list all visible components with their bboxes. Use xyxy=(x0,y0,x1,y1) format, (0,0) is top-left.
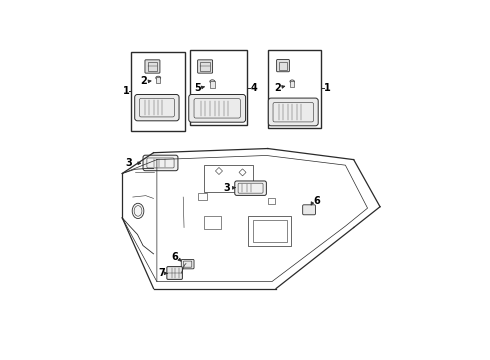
Text: 1: 1 xyxy=(324,82,330,93)
FancyBboxPatch shape xyxy=(277,59,290,72)
Ellipse shape xyxy=(156,76,161,80)
Ellipse shape xyxy=(290,80,294,83)
Bar xyxy=(268,50,321,128)
FancyBboxPatch shape xyxy=(269,98,318,126)
FancyBboxPatch shape xyxy=(143,155,178,171)
Text: 2: 2 xyxy=(141,76,147,86)
Bar xyxy=(204,165,252,192)
Ellipse shape xyxy=(210,80,215,83)
Bar xyxy=(253,220,287,242)
Text: 6: 6 xyxy=(314,196,320,206)
FancyBboxPatch shape xyxy=(235,181,267,195)
Bar xyxy=(268,198,275,204)
Bar xyxy=(290,81,294,87)
Text: 6: 6 xyxy=(171,252,178,262)
Bar xyxy=(248,216,292,246)
Bar xyxy=(190,50,247,125)
FancyBboxPatch shape xyxy=(181,260,194,269)
Bar xyxy=(239,169,246,176)
Text: 5: 5 xyxy=(194,83,201,93)
Text: 3: 3 xyxy=(126,158,132,168)
Bar xyxy=(147,62,157,71)
FancyBboxPatch shape xyxy=(135,94,179,121)
Bar xyxy=(131,51,185,131)
FancyBboxPatch shape xyxy=(197,60,213,73)
Text: 2: 2 xyxy=(274,82,281,93)
Bar xyxy=(204,216,221,229)
FancyBboxPatch shape xyxy=(189,94,245,122)
Text: 7: 7 xyxy=(158,268,165,278)
FancyBboxPatch shape xyxy=(167,267,182,279)
Bar xyxy=(198,193,207,200)
Bar xyxy=(216,167,222,175)
Bar xyxy=(200,62,210,71)
FancyBboxPatch shape xyxy=(145,60,160,73)
Bar xyxy=(156,77,161,84)
Text: 1: 1 xyxy=(122,86,129,96)
Bar xyxy=(279,62,287,69)
Bar xyxy=(210,81,215,87)
Ellipse shape xyxy=(132,203,144,219)
Text: 4: 4 xyxy=(250,82,257,93)
FancyBboxPatch shape xyxy=(303,205,316,215)
Text: 3: 3 xyxy=(223,183,230,193)
